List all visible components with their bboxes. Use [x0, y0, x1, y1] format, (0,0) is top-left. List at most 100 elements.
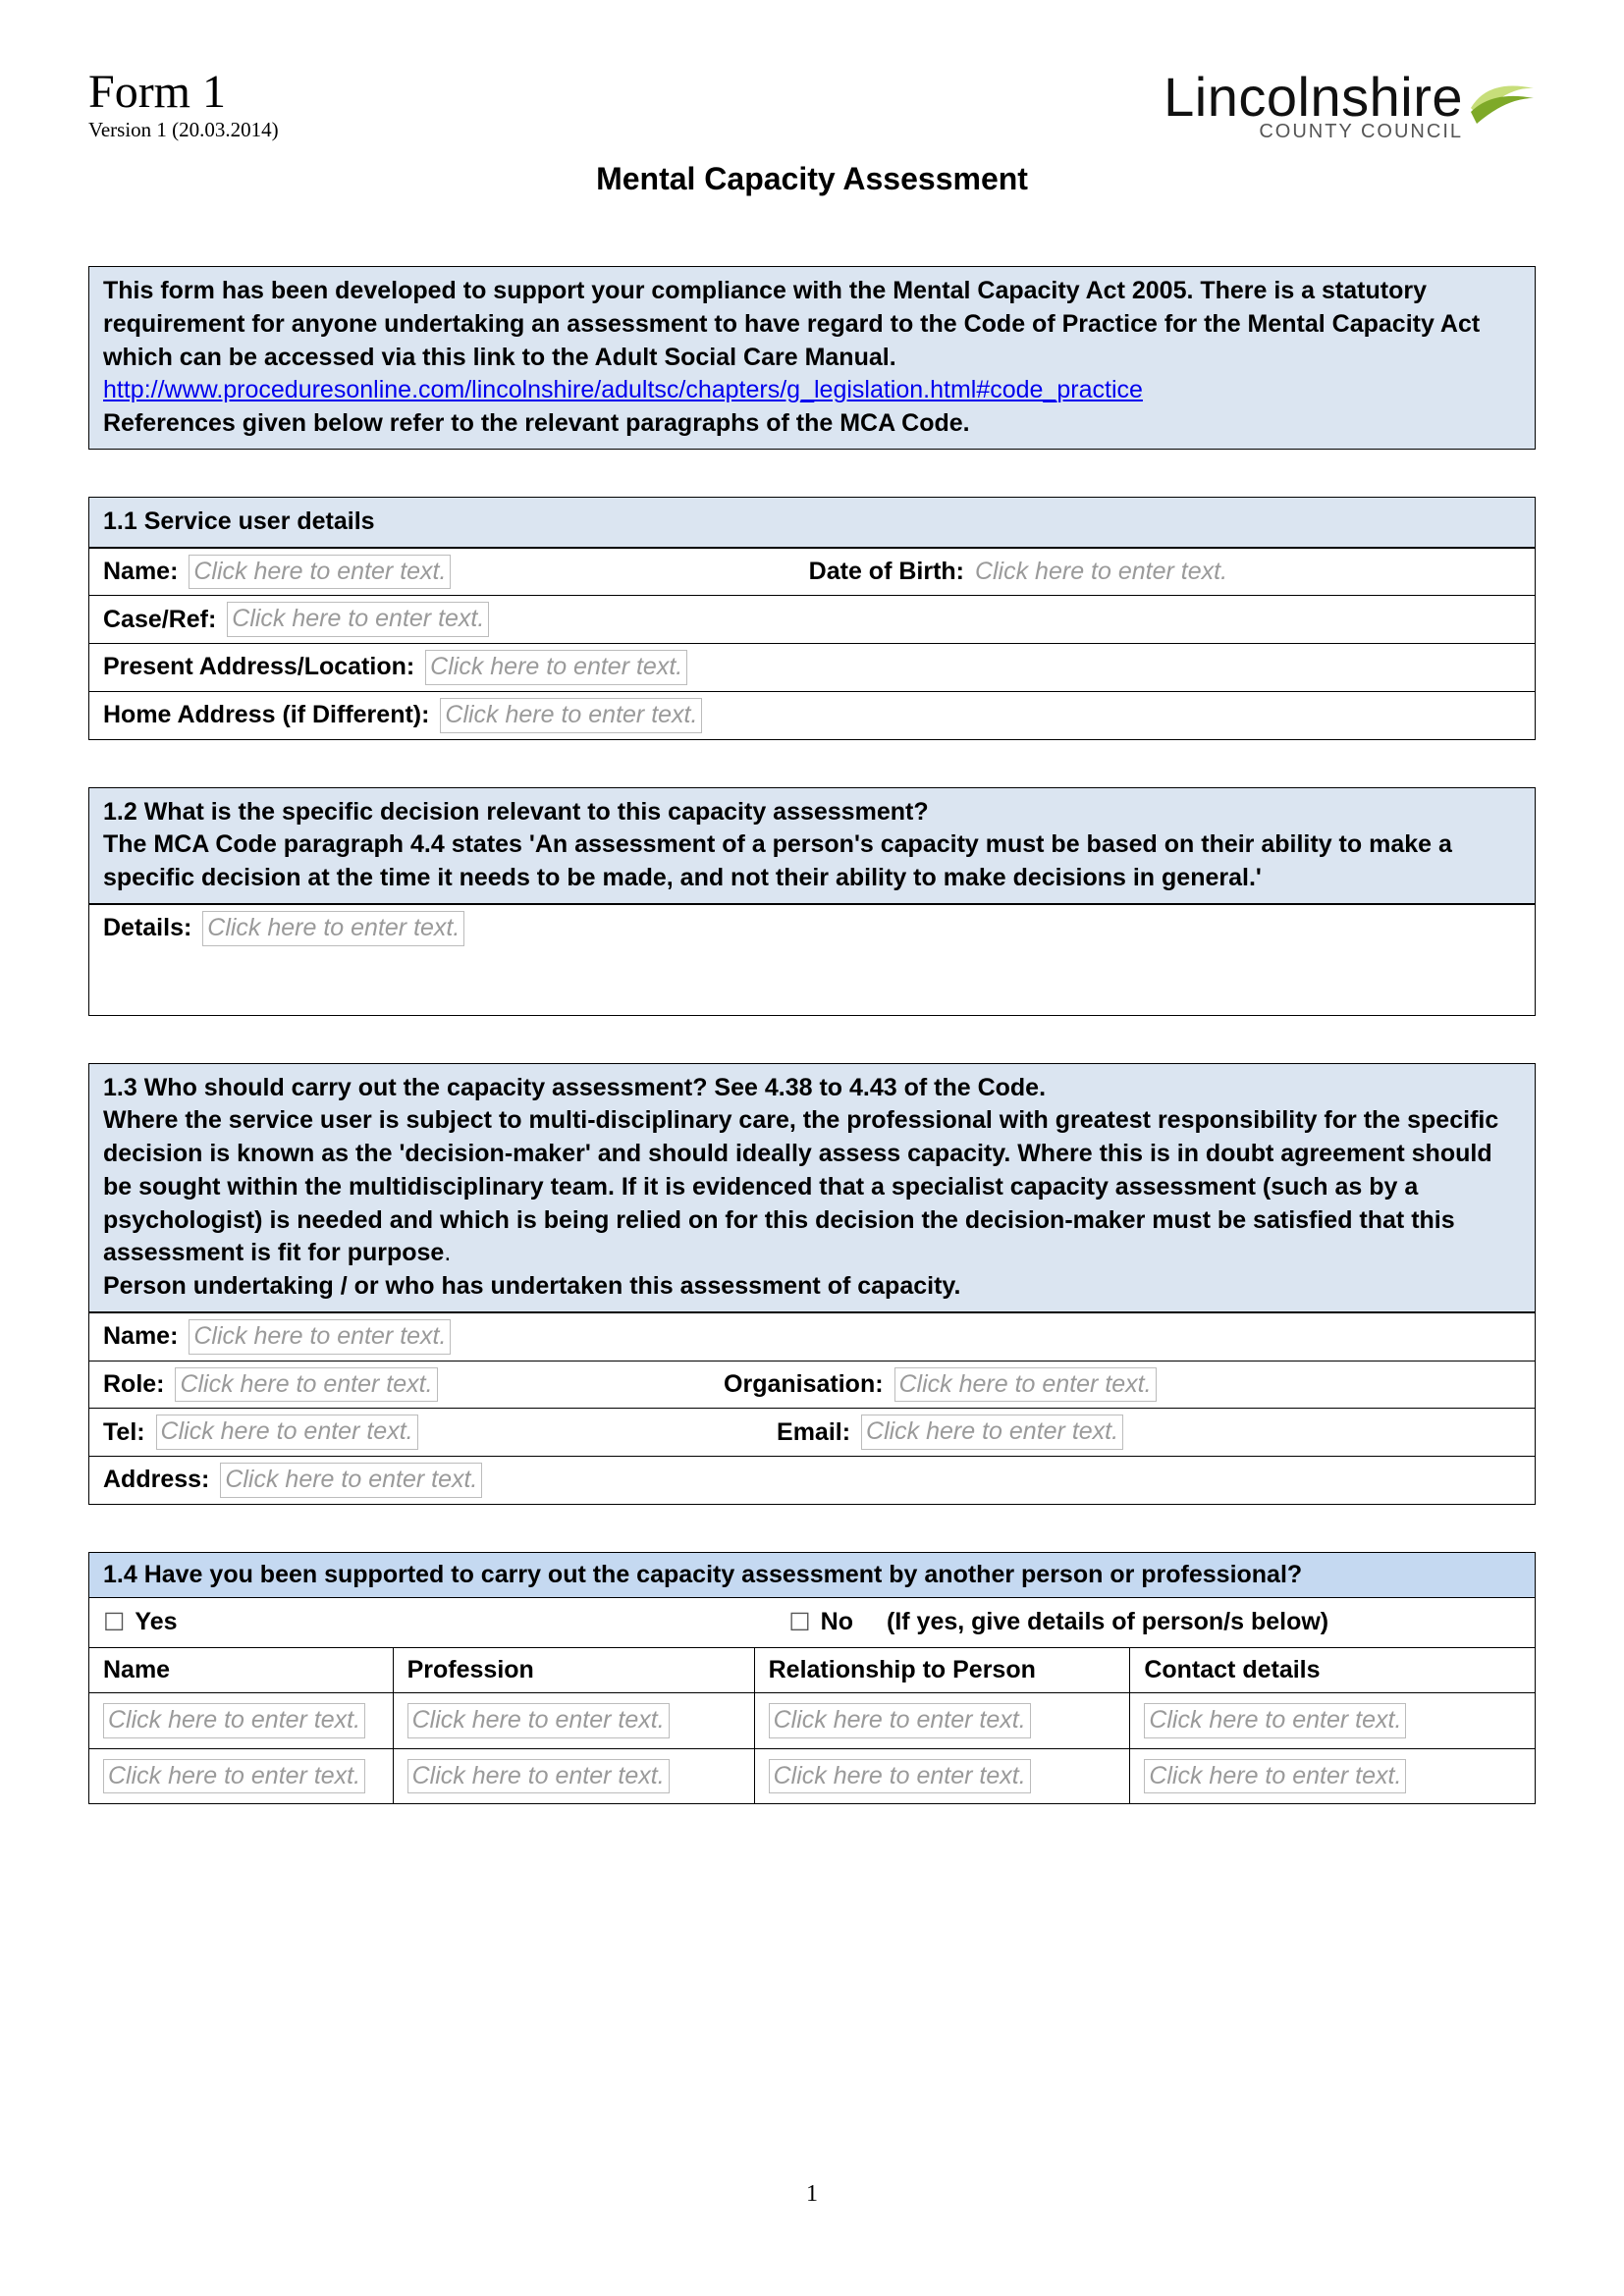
support-contact-input[interactable]: Click here to enter text. [1144, 1759, 1406, 1794]
section-1-4-heading: 1.4 Have you been supported to carry out… [89, 1553, 1535, 1598]
row-name-dob: Name: Click here to enter text. Date of … [89, 548, 1535, 596]
caseref-input[interactable]: Click here to enter text. [227, 602, 489, 637]
support-profession-input[interactable]: Click here to enter text. [407, 1703, 670, 1738]
row-details: Details: Click here to enter text. [89, 904, 1535, 952]
support-relationship-input[interactable]: Click here to enter text. [769, 1703, 1031, 1738]
details-input[interactable]: Click here to enter text. [202, 911, 464, 946]
email-label: Email: [777, 1418, 857, 1447]
intro-line2: References given below refer to the rele… [103, 409, 970, 437]
org-label: Organisation: [724, 1370, 890, 1399]
name-input[interactable]: Click here to enter text. [189, 555, 451, 590]
col-profession: Profession [393, 1648, 754, 1693]
section-1-4: 1.4 Have you been supported to carry out… [88, 1552, 1536, 1805]
home-address-label: Home Address (if Different): [103, 701, 436, 729]
s13-body2: Person undertaking / or who has undertak… [103, 1272, 960, 1300]
assessor-address-label: Address: [103, 1466, 216, 1494]
email-pair: Email: Click here to enter text. [777, 1415, 1123, 1450]
s12-body: The MCA Code paragraph 4.4 states 'An as… [103, 830, 1452, 891]
org-input[interactable]: Click here to enter text. [894, 1367, 1157, 1403]
row-caseref: Case/Ref: Click here to enter text. [89, 595, 1535, 643]
top-header: Form 1 Version 1 (20.03.2014) Lincolnshi… [88, 69, 1536, 143]
section-1-2: 1.2 What is the specific decision releva… [88, 787, 1536, 1016]
logo-swoosh-icon [1469, 69, 1536, 135]
col-name: Name [89, 1648, 393, 1693]
no-label: No [821, 1608, 853, 1636]
s13-heading-line: 1.3 Who should carry out the capacity as… [103, 1074, 1046, 1101]
role-input[interactable]: Click here to enter text. [175, 1367, 437, 1403]
assessor-name-input[interactable]: Click here to enter text. [189, 1319, 451, 1355]
row-assessor-address: Address: Click here to enter text. [89, 1456, 1535, 1504]
section-1-2-heading: 1.2 What is the specific decision releva… [89, 788, 1535, 904]
table-row: Click here to enter text. Click here to … [89, 1692, 1535, 1748]
name-label: Name: [103, 558, 185, 586]
support-profession-input[interactable]: Click here to enter text. [407, 1759, 670, 1794]
s13-body1: Where the service user is subject to mul… [103, 1106, 1498, 1266]
support-table: Name Profession Relationship to Person C… [89, 1648, 1535, 1804]
form-title: Form 1 [88, 69, 279, 116]
dob-field-pair: Date of Birth: Click here to enter text. [809, 558, 1227, 586]
logo-text: Lincolnshire COUNTY COUNCIL [1164, 71, 1463, 143]
support-relationship-input[interactable]: Click here to enter text. [769, 1759, 1031, 1794]
assessor-address-pair: Address: Click here to enter text. [103, 1463, 482, 1498]
email-input[interactable]: Click here to enter text. [861, 1415, 1123, 1450]
details-label: Details: [103, 914, 198, 942]
no-option[interactable]: ☐ No [478, 1598, 873, 1647]
assessor-address-input[interactable]: Click here to enter text. [220, 1463, 482, 1498]
yesno-note: (If yes, give details of person/s below) [873, 1598, 1535, 1647]
dob-input[interactable]: Click here to enter text. [975, 558, 1227, 586]
tel-label: Tel: [103, 1418, 152, 1447]
caseref-label: Case/Ref: [103, 606, 223, 634]
page-title: Mental Capacity Assessment [88, 161, 1536, 197]
yesno-note-text: (If yes, give details of person/s below) [887, 1608, 1328, 1636]
org-pair: Organisation: Click here to enter text. [724, 1367, 1157, 1403]
section-1-3: 1.3 Who should carry out the capacity as… [88, 1063, 1536, 1505]
details-field-pair: Details: Click here to enter text. [103, 911, 464, 946]
support-name-input[interactable]: Click here to enter text. [103, 1759, 365, 1794]
tel-input[interactable]: Click here to enter text. [156, 1415, 418, 1450]
intro-line1: This form has been developed to support … [103, 277, 1480, 371]
home-address-input[interactable]: Click here to enter text. [440, 698, 702, 733]
intro-text: This form has been developed to support … [89, 267, 1535, 449]
row-present-address: Present Address/Location: Click here to … [89, 643, 1535, 691]
role-pair: Role: Click here to enter text. [103, 1367, 684, 1403]
row-role-org: Role: Click here to enter text. Organisa… [89, 1361, 1535, 1409]
intro-box: This form has been developed to support … [88, 266, 1536, 450]
present-address-label: Present Address/Location: [103, 653, 421, 681]
intro-link[interactable]: http://www.proceduresonline.com/lincolns… [103, 376, 1143, 403]
support-head-row: Name Profession Relationship to Person C… [89, 1648, 1535, 1693]
present-address-field-pair: Present Address/Location: Click here to … [103, 650, 687, 685]
col-relationship: Relationship to Person [754, 1648, 1130, 1693]
section-1-3-heading: 1.3 Who should carry out the capacity as… [89, 1064, 1535, 1312]
assessor-name-pair: Name: Click here to enter text. [103, 1319, 451, 1355]
page-number: 1 [0, 2181, 1624, 2208]
col-contact: Contact details [1130, 1648, 1535, 1693]
form-version: Version 1 (20.03.2014) [88, 118, 279, 142]
form-id-block: Form 1 Version 1 (20.03.2014) [88, 69, 279, 142]
home-address-field-pair: Home Address (if Different): Click here … [103, 698, 702, 733]
page: Form 1 Version 1 (20.03.2014) Lincolnshi… [0, 0, 1624, 2296]
yesno-row: ☐ Yes ☐ No (If yes, give details of pers… [89, 1598, 1535, 1648]
dob-label: Date of Birth: [809, 558, 971, 586]
section-1-1-heading: 1.1 Service user details [89, 498, 1535, 548]
row-tel-email: Tel: Click here to enter text. Email: Cl… [89, 1408, 1535, 1456]
section-1-1: 1.1 Service user details Name: Click her… [88, 497, 1536, 740]
support-contact-input[interactable]: Click here to enter text. [1144, 1703, 1406, 1738]
row-assessor-name: Name: Click here to enter text. [89, 1312, 1535, 1361]
role-label: Role: [103, 1370, 171, 1399]
logo-main-text: Lincolnshire [1164, 71, 1463, 123]
yes-option[interactable]: ☐ Yes [89, 1598, 478, 1647]
present-address-input[interactable]: Click here to enter text. [425, 650, 687, 685]
tel-pair: Tel: Click here to enter text. [103, 1415, 684, 1450]
s12-empty-space [89, 952, 1535, 1015]
yes-label: Yes [135, 1608, 177, 1636]
name-field-pair: Name: Click here to enter text. [103, 555, 770, 590]
checkbox-icon: ☐ [103, 1608, 125, 1637]
logo: Lincolnshire COUNTY COUNCIL [1164, 69, 1536, 143]
row-home-address: Home Address (if Different): Click here … [89, 691, 1535, 739]
assessor-name-label: Name: [103, 1322, 185, 1351]
s12-heading-line: 1.2 What is the specific decision releva… [103, 798, 929, 826]
checkbox-icon: ☐ [788, 1608, 810, 1637]
caseref-field-pair: Case/Ref: Click here to enter text. [103, 602, 489, 637]
table-row: Click here to enter text. Click here to … [89, 1748, 1535, 1803]
support-name-input[interactable]: Click here to enter text. [103, 1703, 365, 1738]
